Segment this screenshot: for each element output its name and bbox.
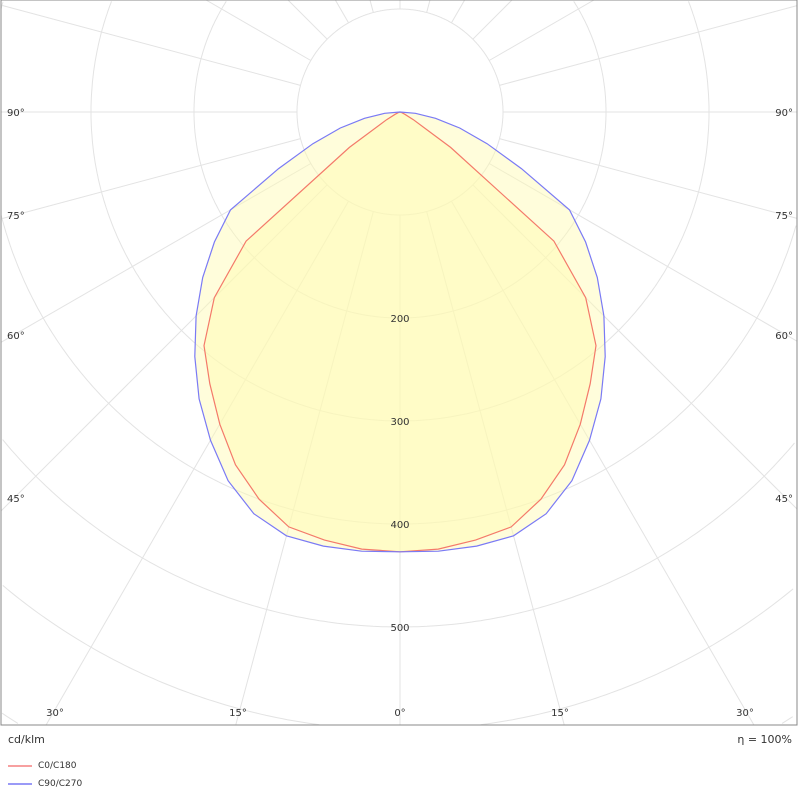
- series-line-c90-c270: [194, 111, 606, 553]
- radial-gridline: [205, 0, 312, 61]
- angle-label-bottom: 30°: [736, 708, 754, 719]
- radial-gridline: [451, 200, 755, 726]
- radial-gridline: [235, 211, 374, 726]
- legend-item-c90: C90/C270: [8, 779, 82, 789]
- angle-label-bottom: 15°: [551, 708, 569, 719]
- legend-label: C90/C270: [38, 779, 83, 789]
- radial-gridline: [426, 211, 565, 726]
- radial-gridcircle: [2, 585, 320, 726]
- angle-label-left: 75°: [7, 211, 25, 222]
- radial-gridcircle: [2, 439, 400, 628]
- radial-gridcircle: [781, 716, 793, 724]
- series-fill: [204, 112, 596, 552]
- angle-label-left: 45°: [7, 494, 25, 505]
- angle-label-left: 60°: [7, 331, 25, 342]
- radial-gridline: [426, 0, 431, 13]
- radial-gridline: [488, 0, 595, 61]
- angle-label-right: 75°: [775, 211, 793, 222]
- radial-gridcircle: [0, 215, 400, 525]
- angle-label-left: 90°: [7, 108, 25, 119]
- radial-gridline: [472, 0, 513, 40]
- radial-tick-label: 200: [390, 314, 409, 325]
- radial-gridline: [499, 138, 798, 219]
- radial-gridline: [287, 0, 328, 40]
- radial-gridline: [369, 0, 374, 13]
- series-fill: [194, 112, 606, 552]
- radial-gridcircle: [90, 1, 400, 422]
- radial-tick-label: 400: [390, 520, 409, 531]
- radial-gridline: [451, 0, 466, 24]
- radial-gridline: [499, 5, 798, 86]
- radial-gridline: [0, 184, 328, 512]
- radial-gridcircle: [400, 442, 795, 628]
- radial-gridcircle: [296, 8, 504, 216]
- angle-label-bottom: 15°: [229, 708, 247, 719]
- radial-gridcircle: [480, 588, 794, 726]
- radial-tick-label: 300: [390, 417, 409, 428]
- legend-item-c0: C0/C180: [8, 761, 77, 771]
- radial-gridcircle: [400, 1, 710, 422]
- radial-gridline: [45, 200, 349, 726]
- legend-swatch: [8, 765, 32, 767]
- radial-gridline: [472, 184, 798, 510]
- angle-label-bottom: 0°: [394, 708, 405, 719]
- radial-tick-label: 500: [390, 623, 409, 634]
- radial-gridline: [334, 0, 349, 24]
- angle-label-bottom: 30°: [46, 708, 64, 719]
- angle-label-right: 60°: [775, 331, 793, 342]
- plot-area: 200 300 400 500 90° 90° 75° 75° 60° 60° 45° 45° 30° 1…: [0, 0, 798, 726]
- efficiency-label: η = 100%: [737, 733, 792, 746]
- legend-swatch: [8, 783, 32, 785]
- plot-border: [0, 0, 798, 726]
- radial-gridline: [0, 163, 312, 343]
- radial-gridline: [488, 163, 798, 342]
- legend-label: C0/C180: [38, 761, 77, 771]
- angle-label-right: 90°: [775, 108, 793, 119]
- radial-gridline: [0, 4, 301, 86]
- radial-gridline: [0, 138, 301, 220]
- angle-label-right: 45°: [775, 494, 793, 505]
- radial-gridcircle: [400, 225, 797, 525]
- unit-label: cd/klm: [8, 733, 45, 746]
- radial-gridcircle: [193, 1, 400, 319]
- radial-gridcircle: [400, 1, 607, 319]
- radial-gridcircle: [1, 712, 19, 724]
